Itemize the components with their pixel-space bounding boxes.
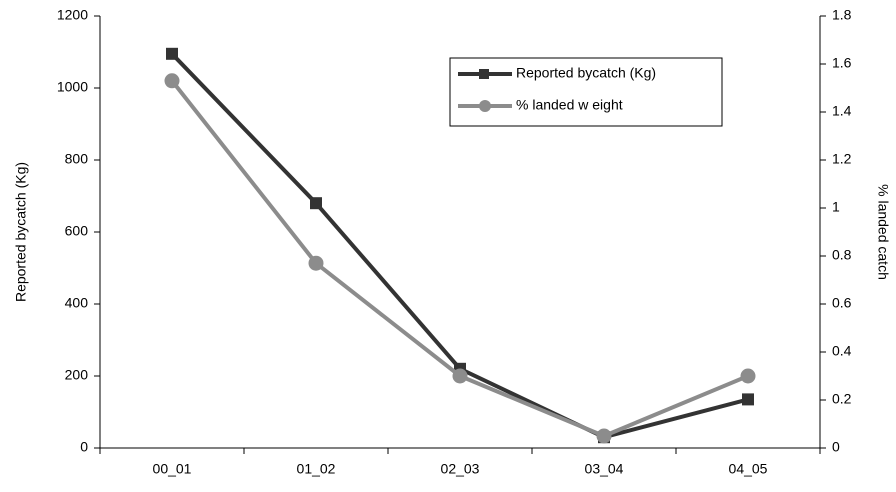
y-tick-label: 600 xyxy=(65,223,89,239)
y2-tick-label: 1.4 xyxy=(832,103,852,119)
y2-tick-label: 1 xyxy=(832,199,840,215)
y2-tick-label: 0 xyxy=(832,439,840,455)
y2-tick-label: 0.6 xyxy=(832,295,852,311)
legend-label: Reported bycatch (Kg) xyxy=(516,65,656,81)
y2-tick-label: 1.8 xyxy=(832,7,852,23)
data-point xyxy=(742,393,754,406)
y-tick-label: 1000 xyxy=(57,79,88,95)
y-tick-label: 800 xyxy=(65,151,89,167)
legend-marker xyxy=(479,100,491,112)
x-tick-label: 03_04 xyxy=(585,461,624,477)
y-tick-label: 1200 xyxy=(57,7,88,23)
data-point xyxy=(596,428,612,444)
y2-axis-title: % landed catch xyxy=(875,184,891,280)
x-tick-label: 02_03 xyxy=(441,461,480,477)
data-point xyxy=(164,73,180,89)
y2-tick-label: 1.2 xyxy=(832,151,852,167)
x-tick-label: 00_01 xyxy=(153,461,192,477)
y2-tick-label: 0.2 xyxy=(832,391,852,407)
x-tick-label: 04_05 xyxy=(729,461,768,477)
y-tick-label: 0 xyxy=(80,439,88,455)
y2-tick-label: 0.4 xyxy=(832,343,852,359)
legend-box xyxy=(449,57,723,127)
data-point xyxy=(166,47,178,60)
y-axis-title: Reported bycatch (Kg) xyxy=(13,162,29,302)
legend-label: % landed w eight xyxy=(516,97,623,113)
legend-marker xyxy=(479,69,489,79)
data-point xyxy=(310,197,322,210)
y-tick-label: 200 xyxy=(65,367,89,383)
y2-tick-label: 1.6 xyxy=(832,55,852,71)
data-point xyxy=(308,255,324,271)
y2-tick-label: 0.8 xyxy=(832,247,852,263)
x-tick-label: 01_02 xyxy=(297,461,336,477)
data-point xyxy=(740,368,756,384)
data-point xyxy=(452,368,468,384)
y-tick-label: 400 xyxy=(65,295,89,311)
